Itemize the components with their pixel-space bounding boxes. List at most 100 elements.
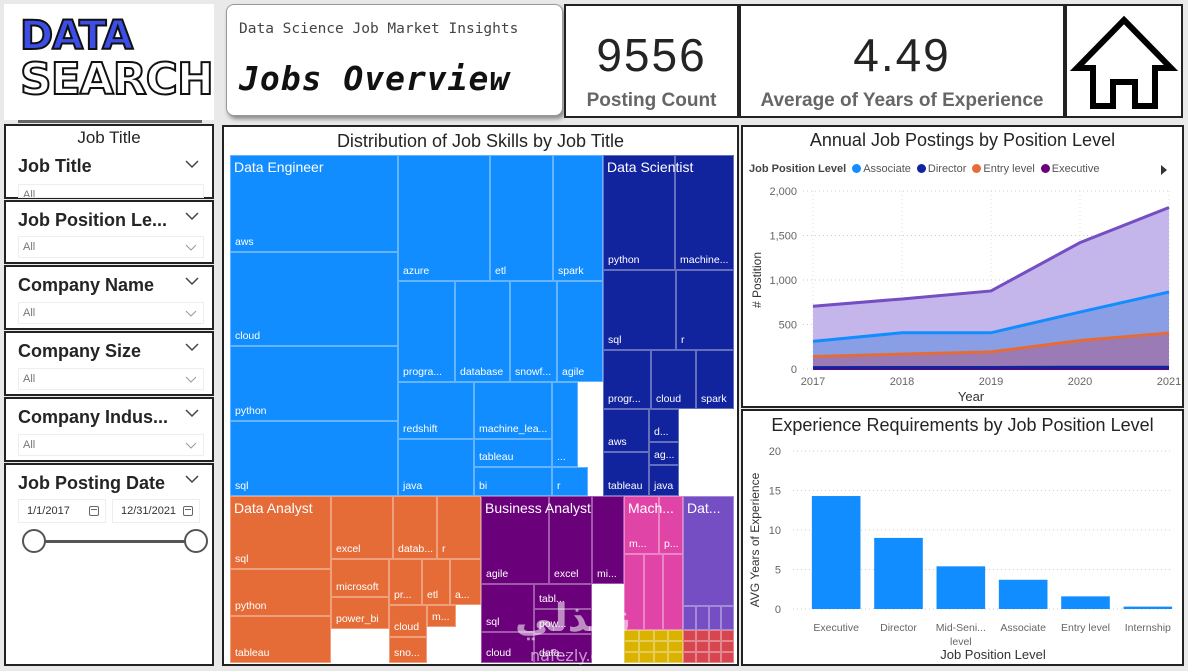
treemap-cell[interactable]: d...	[649, 409, 679, 442]
treemap-cell[interactable]: machine...	[675, 155, 734, 270]
treemap-cell[interactable]: tabl...	[534, 584, 592, 609]
company-industry-dropdown[interactable]: All	[18, 434, 204, 456]
treemap-cell[interactable]	[721, 606, 734, 630]
treemap-cell[interactable]: mi...	[592, 496, 624, 584]
treemap-cell[interactable]: cloud	[389, 605, 427, 637]
treemap-cell[interactable]: power_bi	[331, 597, 389, 629]
chevron-down-icon[interactable]	[184, 208, 200, 224]
treemap-cell[interactable]: python	[230, 346, 398, 421]
treemap-cell[interactable]: pr...	[389, 559, 422, 605]
end-date-input[interactable]: 12/31/2021	[112, 499, 200, 523]
treemap-cell[interactable]: excel	[331, 496, 393, 559]
treemap-cell[interactable]	[683, 652, 696, 663]
calendar-icon[interactable]	[89, 506, 99, 516]
treemap-cell[interactable]	[653, 641, 669, 652]
chevron-down-icon[interactable]	[184, 405, 200, 421]
treemap-cell[interactable]	[721, 630, 734, 641]
treemap-cell[interactable]	[668, 652, 683, 663]
treemap-cell[interactable]: a...	[450, 559, 481, 605]
treemap-cell[interactable]: cloud	[481, 632, 534, 663]
treemap-cell[interactable]: p...	[659, 496, 683, 554]
treemap-cell[interactable]: tableau	[603, 452, 649, 496]
treemap-cell[interactable]: tableau	[474, 439, 552, 467]
treemap-cell[interactable]: progra...	[398, 281, 455, 382]
treemap-cell[interactable]: machine_lea...	[474, 382, 552, 439]
treemap-cell[interactable]	[683, 641, 696, 652]
treemap-cell[interactable]: agile	[557, 281, 603, 382]
treemap-cell[interactable]	[624, 652, 639, 663]
treemap-cell[interactable]: sno...	[389, 637, 427, 663]
treemap-cell[interactable]	[663, 554, 683, 630]
treemap-cell[interactable]	[683, 630, 696, 641]
treemap-cell[interactable]: ag...	[649, 442, 679, 465]
treemap-cell[interactable]: m...	[624, 496, 659, 554]
start-date-input[interactable]: 1/1/2017	[18, 499, 106, 523]
treemap-cell[interactable]: data...	[534, 634, 592, 663]
legend-item[interactable]: Associate	[863, 163, 911, 175]
treemap-cell[interactable]	[638, 652, 654, 663]
treemap-cell[interactable]: sql	[230, 496, 331, 569]
treemap-cell[interactable]	[683, 496, 734, 606]
treemap-cell[interactable]	[683, 606, 696, 630]
calendar-icon[interactable]	[183, 506, 193, 516]
treemap-cell[interactable]: etl	[490, 155, 553, 281]
treemap-cell[interactable]	[653, 630, 669, 641]
treemap-cell[interactable]: tableau	[230, 616, 331, 663]
treemap-cell[interactable]: pow...	[534, 609, 592, 634]
treemap-cell[interactable]	[708, 652, 722, 663]
treemap-cell[interactable]: r	[552, 467, 588, 496]
legend-scroll-right-icon[interactable]	[1160, 165, 1168, 175]
treemap-cell[interactable]: python	[603, 155, 675, 270]
treemap-cell[interactable]: bi	[474, 467, 552, 496]
treemap-cell[interactable]: database	[455, 281, 510, 382]
treemap-cell[interactable]: java	[398, 439, 474, 496]
treemap-cell[interactable]: snowf...	[510, 281, 557, 382]
treemap-cell[interactable]	[721, 641, 734, 652]
company-name-dropdown[interactable]: All	[18, 302, 204, 324]
chevron-down-icon[interactable]	[184, 339, 200, 355]
treemap-cell[interactable]: agile	[481, 496, 549, 584]
treemap-cell[interactable]: cloud	[651, 350, 696, 409]
treemap-cell[interactable]: microsoft	[331, 559, 389, 597]
treemap-cell[interactable]: redshift	[398, 382, 474, 439]
treemap-cell[interactable]: sql	[481, 584, 534, 632]
treemap-cell[interactable]: spark	[696, 350, 734, 409]
date-range-slider-track[interactable]	[34, 540, 196, 543]
treemap-cell[interactable]: aws	[603, 409, 649, 452]
treemap-cell[interactable]: r	[676, 270, 734, 350]
treemap-cell[interactable]	[668, 630, 683, 641]
treemap-cell[interactable]	[638, 630, 654, 641]
legend-item[interactable]: Executive	[1051, 163, 1100, 175]
treemap-cell[interactable]: azure	[398, 155, 490, 281]
legend-item[interactable]: Entry level	[983, 163, 1035, 175]
treemap-cell[interactable]	[721, 652, 734, 663]
treemap-cell[interactable]	[695, 630, 709, 641]
treemap-cell[interactable]: m...	[427, 605, 456, 627]
treemap-cell[interactable]	[653, 652, 669, 663]
treemap-cell[interactable]: java	[649, 465, 679, 496]
treemap-cell[interactable]: aws	[230, 155, 398, 252]
home-button[interactable]	[1065, 4, 1183, 118]
treemap-cell[interactable]	[624, 554, 644, 630]
treemap-cell[interactable]	[708, 630, 722, 641]
legend-item[interactable]: Director	[927, 163, 967, 175]
treemap-cell[interactable]	[624, 641, 639, 652]
treemap-cell[interactable]	[638, 641, 654, 652]
treemap-cell[interactable]	[624, 630, 639, 641]
treemap-cell[interactable]: python	[230, 569, 331, 616]
treemap-cell[interactable]: datab...	[393, 496, 437, 559]
treemap-cell[interactable]: etl	[422, 559, 450, 605]
treemap-cell[interactable]	[695, 641, 709, 652]
treemap-cell[interactable]	[695, 606, 709, 630]
date-range-end-handle[interactable]	[184, 529, 208, 553]
treemap-cell[interactable]	[708, 606, 722, 630]
chevron-down-icon[interactable]	[184, 471, 200, 487]
chevron-down-icon[interactable]	[184, 156, 200, 172]
treemap-cell[interactable]	[668, 641, 683, 652]
treemap-cell[interactable]: r	[437, 496, 481, 559]
treemap-cell[interactable]	[695, 652, 709, 663]
treemap-cell[interactable]: sql	[603, 270, 676, 350]
treemap-cell[interactable]: cloud	[230, 252, 398, 346]
job-title-dropdown[interactable]: All	[18, 184, 204, 198]
treemap-cell[interactable]: progr...	[603, 350, 651, 409]
